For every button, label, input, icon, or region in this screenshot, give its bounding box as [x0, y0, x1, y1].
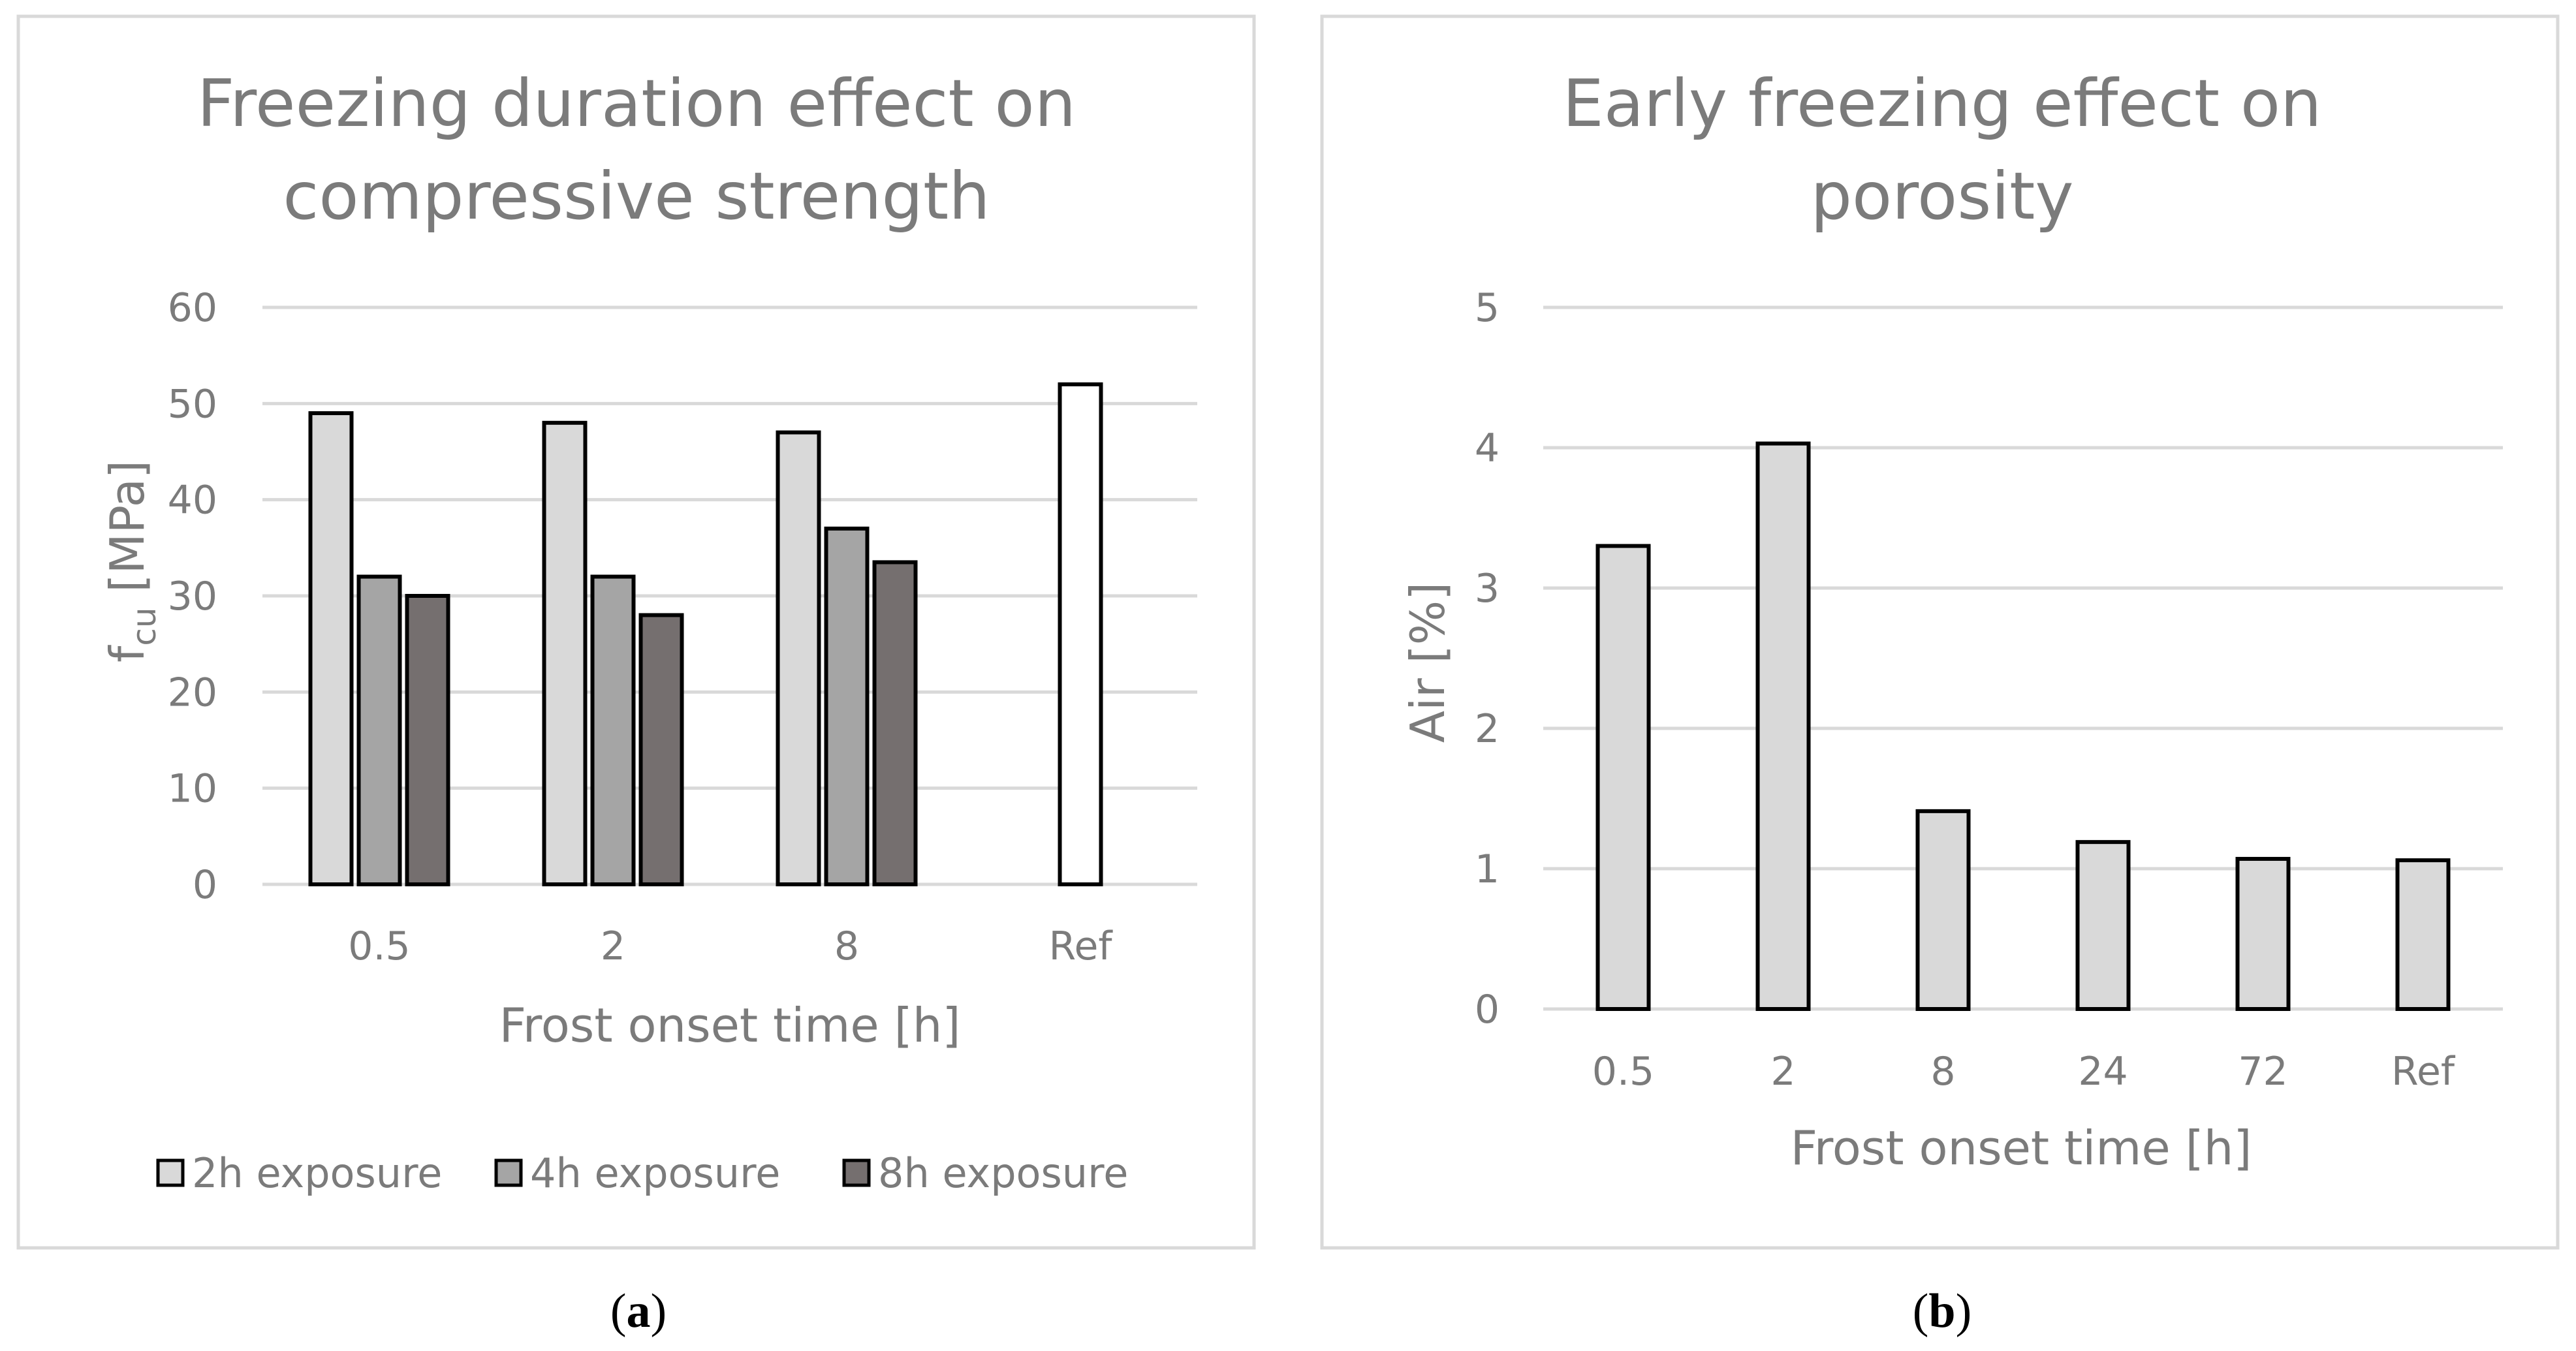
- chart-a-title-line-2: compressive strength: [283, 158, 990, 234]
- chart-a-y-tick-labels: 0 10 20 30 40 50 60: [168, 285, 217, 908]
- chart-a-bar: [824, 526, 870, 886]
- chart-b-y-axis-title: Air [%]: [1400, 582, 1455, 743]
- chart-a-y-tick-label: 10: [168, 766, 217, 812]
- chart-b-bar: [1915, 809, 1971, 1011]
- chart-a-bar: [542, 420, 588, 886]
- chart-a-legend-label: 8h exposure: [878, 1149, 1128, 1197]
- chart-b-x-tick-label: 0.5: [1592, 1049, 1654, 1095]
- chart-b-bar: [2395, 858, 2451, 1011]
- chart-a-bar-ref: [1058, 382, 1103, 886]
- chart-a-x-tick-label: Ref: [1048, 924, 1113, 969]
- chart-b-y-tick-label: 0: [1475, 987, 1500, 1033]
- chart-a-legend-label: 4h exposure: [530, 1149, 780, 1197]
- chart-a-y-tick-label: 50: [168, 381, 217, 427]
- chart-b-y-tick-labels: 0 1 2 3 4 5: [1475, 285, 1500, 1033]
- chart-b-x-tick-label: 8: [1930, 1049, 1955, 1095]
- chart-b-y-tick-label: 3: [1475, 566, 1500, 612]
- chart-a-bar: [776, 430, 821, 886]
- chart-a-title-line-1: Freezing duration effect on: [197, 65, 1076, 142]
- chart-b-y-tick-label: 4: [1475, 426, 1500, 471]
- chart-b-x-tick-label: Ref: [2391, 1049, 2456, 1095]
- chart-a-y-axis-title: fcu [MPa]: [100, 460, 163, 662]
- chart-b-x-tick-label: 24: [2078, 1049, 2128, 1095]
- chart-a-frame: [16, 14, 1256, 1250]
- chart-b-x-tick-label: 72: [2238, 1049, 2287, 1095]
- chart-a-legend-swatch: [156, 1158, 185, 1187]
- chart-a-y-axis-title-subscript: cu: [125, 607, 163, 645]
- chart-a-x-tick-labels: 0.5 2 8 Ref: [348, 924, 1113, 969]
- chart-a-bar: [356, 574, 402, 886]
- chart-a-y-axis-title-suffix: [MPa]: [100, 460, 155, 608]
- chart-a-bar: [872, 560, 918, 887]
- chart-b-bars: [1595, 441, 2451, 1012]
- chart-a-legend-label: 2h exposure: [192, 1149, 442, 1197]
- panel-label-b: (b): [1913, 1284, 1971, 1338]
- chart-a-bar: [405, 594, 450, 886]
- chart-a-bars: [308, 382, 1103, 887]
- chart-a-y-tick-label: 60: [168, 285, 217, 331]
- chart-b-bar: [1755, 441, 1811, 1011]
- panel-label-a: (a): [610, 1284, 667, 1338]
- chart-a-legend-swatch: [494, 1158, 523, 1187]
- chart-b-bar: [2075, 840, 2131, 1012]
- chart-a-bar: [638, 613, 684, 886]
- chart-a-x-tick-label: 2: [601, 924, 625, 969]
- chart-a-x-axis-title: Frost onset time [h]: [499, 998, 961, 1053]
- chart-a-legend: 2h exposure 4h exposure 8h exposure: [156, 1149, 1128, 1197]
- chart-a-y-axis-title-base: f: [100, 645, 155, 662]
- chart-a-bar: [590, 574, 636, 886]
- chart-b-y-tick-label: 1: [1475, 846, 1500, 892]
- panel-label-b-letter: b: [1928, 1284, 1955, 1338]
- chart-a-y-tick-label: 20: [168, 670, 217, 715]
- chart-a-x-tick-label: 0.5: [348, 924, 410, 969]
- chart-a-y-tick-label: 40: [168, 478, 217, 523]
- chart-b-x-axis-title: Frost onset time [h]: [1791, 1121, 2252, 1175]
- chart-b-title-line-2: porosity: [1810, 158, 2073, 234]
- chart-b-y-tick-label: 2: [1475, 706, 1500, 752]
- chart-b-gridlines: [1543, 305, 2503, 1011]
- chart-b-x-tick-labels: 0.5 2 8 24 72 Ref: [1592, 1049, 2456, 1095]
- chart-b-frame: [1320, 14, 2560, 1250]
- chart-b-y-tick-label: 5: [1475, 285, 1500, 331]
- chart-a-bar: [308, 411, 354, 886]
- chart-b-x-tick-label: 2: [1770, 1049, 1795, 1095]
- chart-b-bar: [1595, 544, 1651, 1011]
- chart-a-legend-swatch: [842, 1158, 871, 1187]
- chart-b-title-line-1: Early freezing effect on: [1563, 65, 2322, 142]
- chart-b-panel: Early freezing effect on porosity 0 1 2 3 4 5…: [1320, 14, 2560, 1250]
- chart-a-y-tick-label: 0: [193, 862, 217, 908]
- chart-a-y-tick-label: 30: [168, 574, 217, 619]
- chart-b-bar: [2235, 856, 2291, 1011]
- panel-label-a-letter: a: [627, 1284, 651, 1338]
- chart-a-panel: Freezing duration effect on compressive …: [16, 14, 1256, 1250]
- chart-a-x-tick-label: 8: [834, 924, 859, 969]
